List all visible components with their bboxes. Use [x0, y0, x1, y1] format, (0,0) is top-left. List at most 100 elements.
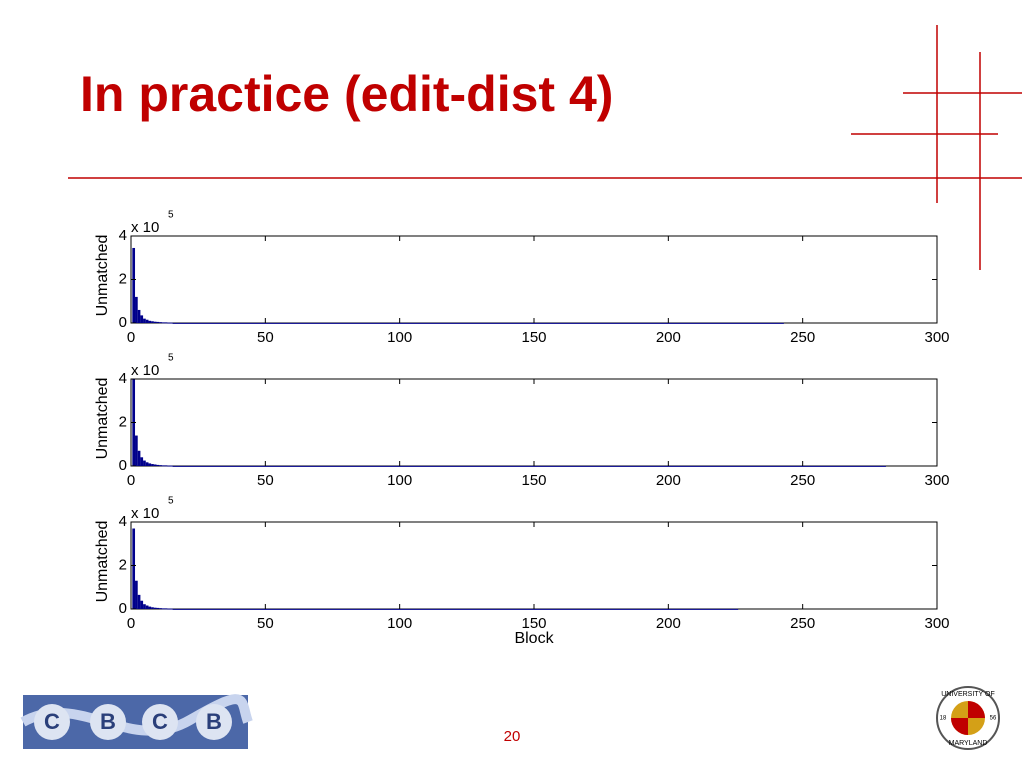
x-tick-label: 150 — [521, 472, 546, 489]
y-axis-label: Unmatched — [94, 235, 111, 317]
logo-letter: C — [44, 709, 60, 734]
y-tick-label: 2 — [119, 413, 127, 430]
bar — [137, 450, 141, 466]
y-tick-label: 0 — [119, 457, 127, 474]
bar — [164, 465, 168, 467]
bar — [143, 460, 146, 466]
decoration — [68, 25, 1022, 270]
bar — [156, 464, 160, 466]
x-tick-label: 100 — [387, 472, 412, 489]
logo-letter: B — [206, 709, 222, 734]
bar — [172, 608, 739, 610]
plot-area — [130, 378, 938, 467]
chart: 0 50 100 150 200 250 300 0 2 4 x 10 5 Unmatched — [94, 353, 949, 489]
bar — [169, 322, 173, 324]
bar — [135, 435, 138, 466]
bar — [137, 594, 141, 609]
bar — [161, 465, 165, 467]
bar — [161, 608, 165, 610]
bar — [156, 607, 160, 609]
bar — [164, 322, 168, 324]
bar — [156, 321, 160, 323]
bar — [169, 608, 173, 610]
bar — [159, 465, 162, 467]
y-axis-label: Unmatched — [94, 378, 111, 460]
bar — [151, 321, 154, 323]
logo-letter: B — [100, 709, 116, 734]
bar — [140, 600, 144, 609]
bar — [153, 321, 157, 323]
bar — [145, 462, 149, 466]
x-tick-label: 50 — [257, 615, 274, 632]
bar — [132, 247, 136, 323]
y-tick-label: 4 — [119, 370, 127, 387]
x-tick-label: 150 — [521, 329, 546, 346]
seal-text: MARYLAND — [949, 740, 988, 747]
bar — [140, 457, 144, 466]
x-tick-label: 150 — [521, 615, 546, 632]
x-axis-label: Block — [514, 630, 554, 647]
bar — [137, 309, 141, 323]
bar — [140, 315, 144, 323]
bar — [148, 606, 152, 609]
x-tick-label: 250 — [790, 329, 815, 346]
y-exponent: 5 — [168, 353, 174, 364]
page-number: 20 — [504, 728, 521, 745]
x-tick-label: 200 — [656, 329, 681, 346]
logo-letter: C — [152, 709, 168, 734]
bar — [132, 528, 136, 609]
y-multiplier: x 10 — [131, 362, 159, 379]
bar — [153, 464, 157, 466]
x-tick-label: 100 — [387, 615, 412, 632]
x-tick-label: 250 — [790, 615, 815, 632]
seal-text: 56 — [990, 716, 997, 722]
bar — [167, 322, 170, 324]
bar — [172, 322, 784, 324]
cbcb-logo: C B C B — [20, 694, 253, 749]
y-axis-label: Unmatched — [94, 521, 111, 603]
bar — [167, 465, 170, 467]
x-tick-label: 300 — [924, 329, 949, 346]
y-exponent: 5 — [168, 496, 174, 507]
y-tick-label: 4 — [119, 227, 127, 244]
bar — [143, 318, 146, 323]
y-tick-label: 2 — [119, 270, 127, 287]
bar — [159, 322, 162, 324]
bar — [135, 296, 138, 323]
y-exponent: 5 — [168, 210, 174, 221]
bar — [153, 607, 157, 609]
y-tick-label: 0 — [119, 314, 127, 331]
x-tick-label: 250 — [790, 472, 815, 489]
bar — [169, 465, 173, 467]
x-tick-label: 200 — [656, 472, 681, 489]
x-tick-label: 0 — [127, 329, 135, 346]
y-tick-label: 4 — [119, 513, 127, 530]
bar — [151, 464, 154, 466]
plot-area — [130, 521, 938, 610]
bar — [164, 608, 168, 610]
seal-text: UNIVERSITY OF — [941, 691, 995, 698]
x-tick-label: 50 — [257, 472, 274, 489]
bar — [148, 463, 152, 466]
bar — [172, 465, 886, 467]
y-tick-label: 2 — [119, 556, 127, 573]
bar — [135, 580, 138, 609]
bar — [167, 608, 170, 610]
bar — [143, 604, 146, 609]
x-tick-label: 300 — [924, 615, 949, 632]
x-tick-label: 50 — [257, 329, 274, 346]
x-tick-label: 300 — [924, 472, 949, 489]
bar — [145, 319, 149, 323]
x-tick-label: 100 — [387, 329, 412, 346]
plot-area — [130, 235, 938, 324]
bar — [159, 608, 162, 610]
y-multiplier: x 10 — [131, 219, 159, 236]
y-multiplier: x 10 — [131, 505, 159, 522]
seal-text: 18 — [940, 716, 947, 722]
chart: 0 50 100 150 200 250 300 0 2 4 x 10 5 Unmatched — [94, 210, 949, 346]
slide-title: In practice (edit-dist 4) — [80, 66, 613, 122]
bar — [151, 607, 154, 609]
x-tick-label: 0 — [127, 472, 135, 489]
bar — [148, 320, 152, 323]
